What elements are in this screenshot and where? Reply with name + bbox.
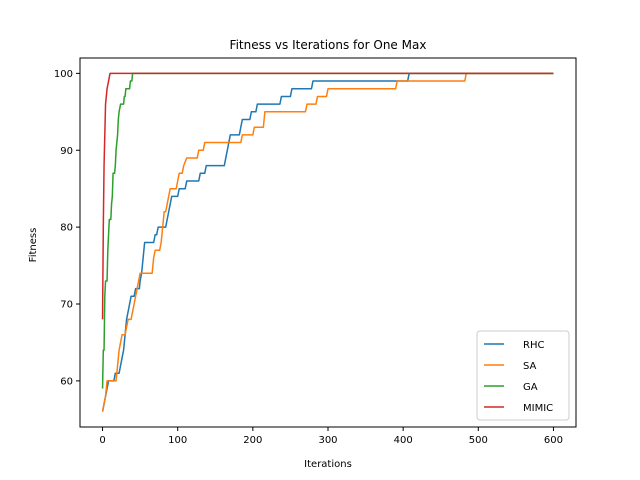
plot-frame: [79, 57, 577, 428]
series-line-mimic: [101, 72, 554, 320]
legend-label-mimic: MIMIC: [523, 403, 553, 414]
x-tick-label: 600: [544, 435, 563, 446]
plot-area: [101, 72, 554, 412]
y-axis: 60 70 80 90 100: [54, 69, 80, 387]
x-tick-label: 300: [318, 435, 337, 446]
x-tick-label: 400: [394, 435, 413, 446]
y-axis-title: Fitness: [28, 228, 39, 263]
x-tick-label: 100: [168, 435, 187, 446]
legend-label-sa: SA: [523, 361, 537, 372]
y-tick-label: 100: [54, 69, 73, 80]
y-tick-label: 70: [60, 300, 73, 311]
legend-label-ga: GA: [523, 382, 538, 393]
legend-box: [476, 330, 570, 421]
legend-label-rhc: RHC: [523, 340, 544, 351]
x-tick-label: 500: [469, 435, 488, 446]
x-tick-label: 200: [243, 435, 262, 446]
legend: RHC SA GA MIMIC: [476, 330, 570, 421]
x-axis: 0 100 200 300 400 500 600: [99, 427, 563, 446]
series-line-sa: [101, 72, 554, 412]
y-tick-label: 60: [60, 376, 73, 387]
series-line-rhc: [101, 72, 554, 412]
series-line-ga: [101, 72, 554, 389]
chart-title: Fitness vs Iterations for One Max: [230, 38, 427, 52]
x-tick-label: 0: [99, 435, 105, 446]
y-tick-label: 80: [60, 223, 73, 234]
x-axis-title: Iterations: [304, 459, 352, 470]
y-tick-label: 90: [60, 146, 73, 157]
